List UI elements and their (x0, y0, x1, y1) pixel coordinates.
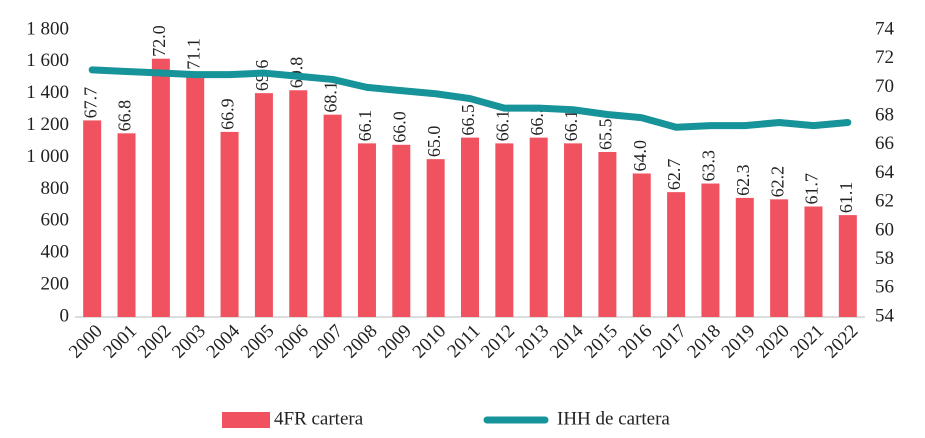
x-tick-label: 2004 (202, 320, 244, 362)
bar (186, 71, 205, 318)
bar (564, 143, 583, 317)
bar (357, 143, 376, 317)
value-label: 66.1 (355, 110, 375, 142)
bar (117, 133, 136, 317)
value-label: 66.8 (115, 100, 135, 131)
bar (495, 143, 514, 317)
value-label: 62.2 (767, 166, 787, 198)
bar (461, 137, 479, 317)
value-label: 66.1 (492, 110, 512, 142)
x-tick-label: 2000 (65, 321, 107, 363)
y-tick-label: 1 800 (26, 18, 69, 39)
value-label: 68.1 (321, 81, 341, 113)
value-label: 66.1 (561, 110, 581, 142)
x-tick-label: 2008 (340, 321, 382, 363)
bar (426, 159, 445, 317)
x-tick-label: 2003 (168, 321, 210, 363)
legend-label: 4FR cartera (274, 408, 364, 429)
y-tick-label: 1 000 (26, 146, 69, 167)
legend-label: IHH de cartera (557, 408, 670, 429)
y-tick-label: 400 (41, 242, 70, 263)
bar (804, 206, 823, 317)
value-label: 67.7 (80, 87, 100, 119)
y2-tick-label: 72 (875, 47, 894, 68)
x-tick-label: 2018 (683, 321, 725, 363)
value-label: 63.3 (699, 150, 719, 182)
x-tick-label: 2005 (237, 321, 279, 363)
x-tick-label: 2010 (409, 321, 451, 363)
bar (220, 131, 239, 317)
legend-swatch (222, 412, 270, 428)
value-label: 66.5 (527, 104, 547, 136)
x-tick-label: 2007 (306, 321, 348, 363)
bar (770, 199, 789, 317)
x-tick-label: 2020 (752, 321, 794, 363)
y-tick-label: 600 (41, 210, 70, 231)
value-label: 61.7 (802, 173, 822, 205)
value-label: 62.3 (733, 164, 753, 196)
y-tick-label: 800 (41, 178, 70, 199)
value-label: 65.5 (596, 118, 616, 150)
x-tick-label: 2014 (546, 320, 588, 362)
value-label: 66.9 (218, 98, 238, 130)
value-label: 65.0 (424, 126, 444, 158)
value-label: 64.0 (630, 140, 650, 172)
x-tick-label: 2006 (271, 321, 313, 363)
x-tick-label: 2012 (477, 321, 519, 363)
x-tick-label: 2001 (99, 321, 141, 363)
y2-tick-label: 62 (875, 191, 894, 212)
y2-tick-label: 66 (875, 133, 894, 154)
bar (667, 192, 686, 317)
y2-tick-label: 60 (875, 219, 894, 240)
y2-tick-label: 68 (875, 104, 894, 125)
value-label: 71.1 (183, 38, 203, 70)
value-label: 61.1 (836, 182, 856, 214)
bar (838, 215, 857, 317)
x-tick-label: 2022 (821, 321, 863, 363)
y-tick-label: 200 (41, 273, 70, 294)
bar (529, 137, 548, 317)
y2-tick-label: 54 (875, 305, 895, 326)
bar (632, 173, 651, 317)
bar (83, 120, 102, 317)
x-tick-label: 2009 (374, 321, 416, 363)
bar (254, 93, 273, 317)
bar (598, 151, 617, 317)
bar (735, 197, 754, 317)
y2-tick-label: 56 (875, 277, 894, 298)
x-tick-label: 2011 (443, 321, 484, 362)
x-tick-label: 2013 (512, 321, 554, 363)
bar (323, 114, 342, 317)
value-label: 69.8 (286, 57, 306, 89)
x-tick-label: 2016 (615, 321, 657, 363)
x-tick-label: 2002 (134, 321, 176, 363)
value-label: 66.0 (389, 111, 409, 143)
bar (392, 144, 411, 317)
y-tick-label: 1 200 (26, 114, 69, 135)
y2-tick-label: 58 (875, 248, 894, 269)
x-tick-label: 2021 (786, 321, 828, 363)
x-tick-label: 2017 (649, 321, 691, 363)
bar (701, 183, 720, 317)
value-label: 72.0 (149, 25, 169, 57)
x-tick-label: 2015 (580, 321, 622, 363)
line (88, 66, 852, 131)
y2-tick-label: 70 (875, 76, 894, 97)
y-tick-label: 1 400 (26, 82, 69, 103)
x-tick-label: 2019 (718, 321, 760, 363)
y2-tick-label: 64 (875, 162, 895, 183)
bar (151, 58, 170, 317)
value-label: 62.7 (664, 159, 684, 191)
y2-tick-label: 74 (875, 18, 895, 39)
y-tick-label: 1 600 (26, 50, 69, 71)
value-label: 66.5 (458, 104, 478, 136)
bar (289, 90, 308, 318)
y-tick-label: 0 (60, 305, 70, 326)
